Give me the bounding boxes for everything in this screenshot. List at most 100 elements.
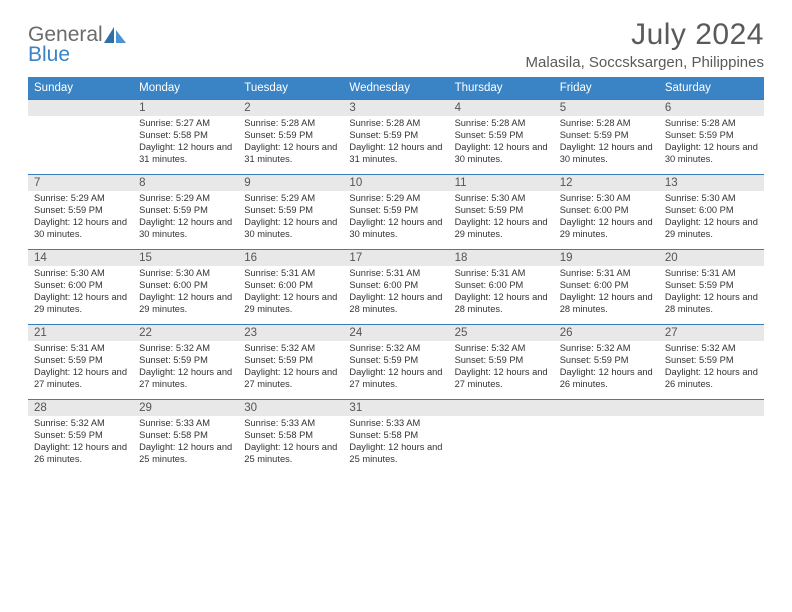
sunset-text: Sunset: 5:59 PM (349, 130, 442, 142)
daylight-text: Daylight: 12 hours and 25 minutes. (349, 442, 442, 466)
day-number: 20 (659, 250, 764, 266)
daylight-text: Daylight: 12 hours and 30 minutes. (139, 217, 232, 241)
day-number: 28 (28, 400, 133, 416)
dow-friday: Friday (554, 77, 659, 99)
day-cell: Sunrise: 5:29 AMSunset: 5:59 PMDaylight:… (343, 191, 448, 249)
sunset-text: Sunset: 6:00 PM (560, 205, 653, 217)
day-number: 4 (449, 100, 554, 116)
sunset-text: Sunset: 5:59 PM (455, 205, 548, 217)
sunrise-text: Sunrise: 5:31 AM (455, 268, 548, 280)
daylight-text: Daylight: 12 hours and 29 minutes. (34, 292, 127, 316)
sunrise-text: Sunrise: 5:32 AM (665, 343, 758, 355)
location-subtitle: Malasila, Soccsksargen, Philippines (526, 54, 764, 71)
day-number (554, 400, 659, 416)
day-cell: Sunrise: 5:30 AMSunset: 6:00 PMDaylight:… (28, 266, 133, 324)
day-cell: Sunrise: 5:30 AMSunset: 6:00 PMDaylight:… (554, 191, 659, 249)
daylight-text: Daylight: 12 hours and 28 minutes. (665, 292, 758, 316)
day-cell: Sunrise: 5:28 AMSunset: 5:59 PMDaylight:… (449, 116, 554, 174)
day-number: 12 (554, 175, 659, 191)
sunrise-text: Sunrise: 5:31 AM (560, 268, 653, 280)
day-number: 1 (133, 100, 238, 116)
daylight-text: Daylight: 12 hours and 29 minutes. (244, 292, 337, 316)
sunset-text: Sunset: 5:58 PM (349, 430, 442, 442)
daylight-text: Daylight: 12 hours and 27 minutes. (139, 367, 232, 391)
logo-word-blue: Blue (28, 44, 103, 65)
daylight-text: Daylight: 12 hours and 26 minutes. (560, 367, 653, 391)
daylight-text: Daylight: 12 hours and 27 minutes. (34, 367, 127, 391)
day-number: 5 (554, 100, 659, 116)
day-number: 17 (343, 250, 448, 266)
sunrise-text: Sunrise: 5:33 AM (244, 418, 337, 430)
sunset-text: Sunset: 5:59 PM (244, 205, 337, 217)
daylight-text: Daylight: 12 hours and 30 minutes. (349, 217, 442, 241)
day-number: 9 (238, 175, 343, 191)
sunset-text: Sunset: 5:59 PM (34, 355, 127, 367)
sunset-text: Sunset: 5:59 PM (139, 355, 232, 367)
day-number: 19 (554, 250, 659, 266)
sunrise-text: Sunrise: 5:31 AM (349, 268, 442, 280)
daylight-text: Daylight: 12 hours and 27 minutes. (349, 367, 442, 391)
sail-icon (103, 26, 127, 46)
week-daynum-band: 14151617181920 (28, 249, 764, 266)
week-daynum-band: 21222324252627 (28, 324, 764, 341)
day-number (28, 100, 133, 116)
sunrise-text: Sunrise: 5:27 AM (139, 118, 232, 130)
day-cell: Sunrise: 5:32 AMSunset: 5:59 PMDaylight:… (449, 341, 554, 399)
sunset-text: Sunset: 5:59 PM (665, 280, 758, 292)
sunrise-text: Sunrise: 5:32 AM (34, 418, 127, 430)
day-number: 2 (238, 100, 343, 116)
sunset-text: Sunset: 5:59 PM (665, 130, 758, 142)
sunrise-text: Sunrise: 5:28 AM (455, 118, 548, 130)
daylight-text: Daylight: 12 hours and 31 minutes. (139, 142, 232, 166)
daylight-text: Daylight: 12 hours and 28 minutes. (455, 292, 548, 316)
day-number: 23 (238, 325, 343, 341)
sunrise-text: Sunrise: 5:30 AM (455, 193, 548, 205)
day-number: 8 (133, 175, 238, 191)
sunset-text: Sunset: 5:59 PM (34, 205, 127, 217)
day-cell (659, 416, 764, 474)
day-cell: Sunrise: 5:32 AMSunset: 5:59 PMDaylight:… (343, 341, 448, 399)
day-number: 11 (449, 175, 554, 191)
day-cell: Sunrise: 5:32 AMSunset: 5:59 PMDaylight:… (554, 341, 659, 399)
week-daynum-band: 28293031 (28, 399, 764, 416)
day-number: 15 (133, 250, 238, 266)
sunset-text: Sunset: 5:59 PM (139, 205, 232, 217)
brand-logo: General Blue (28, 18, 127, 65)
daylight-text: Daylight: 12 hours and 25 minutes. (139, 442, 232, 466)
sunrise-text: Sunrise: 5:30 AM (560, 193, 653, 205)
day-number: 26 (554, 325, 659, 341)
daylight-text: Daylight: 12 hours and 25 minutes. (244, 442, 337, 466)
sunset-text: Sunset: 5:59 PM (665, 355, 758, 367)
daylight-text: Daylight: 12 hours and 28 minutes. (349, 292, 442, 316)
daylight-text: Daylight: 12 hours and 29 minutes. (560, 217, 653, 241)
dow-monday: Monday (133, 77, 238, 99)
day-cell: Sunrise: 5:30 AMSunset: 6:00 PMDaylight:… (659, 191, 764, 249)
sunset-text: Sunset: 5:59 PM (244, 130, 337, 142)
sunrise-text: Sunrise: 5:30 AM (139, 268, 232, 280)
daylight-text: Daylight: 12 hours and 31 minutes. (244, 142, 337, 166)
sunrise-text: Sunrise: 5:28 AM (665, 118, 758, 130)
sunset-text: Sunset: 6:00 PM (455, 280, 548, 292)
day-number: 3 (343, 100, 448, 116)
sunrise-text: Sunrise: 5:33 AM (349, 418, 442, 430)
day-cell: Sunrise: 5:32 AMSunset: 5:59 PMDaylight:… (238, 341, 343, 399)
sunset-text: Sunset: 5:59 PM (349, 205, 442, 217)
day-number: 14 (28, 250, 133, 266)
sunrise-text: Sunrise: 5:32 AM (349, 343, 442, 355)
calendar-grid: Sunday Monday Tuesday Wednesday Thursday… (28, 77, 764, 474)
sunset-text: Sunset: 5:58 PM (244, 430, 337, 442)
day-number: 24 (343, 325, 448, 341)
sunset-text: Sunset: 5:59 PM (349, 355, 442, 367)
daylight-text: Daylight: 12 hours and 30 minutes. (455, 142, 548, 166)
sunset-text: Sunset: 5:59 PM (244, 355, 337, 367)
day-cell: Sunrise: 5:31 AMSunset: 6:00 PMDaylight:… (449, 266, 554, 324)
daylight-text: Daylight: 12 hours and 26 minutes. (665, 367, 758, 391)
day-cell: Sunrise: 5:28 AMSunset: 5:59 PMDaylight:… (659, 116, 764, 174)
dow-saturday: Saturday (659, 77, 764, 99)
daylight-text: Daylight: 12 hours and 27 minutes. (455, 367, 548, 391)
sunset-text: Sunset: 6:00 PM (244, 280, 337, 292)
daylight-text: Daylight: 12 hours and 30 minutes. (34, 217, 127, 241)
daylight-text: Daylight: 12 hours and 29 minutes. (455, 217, 548, 241)
sunrise-text: Sunrise: 5:28 AM (560, 118, 653, 130)
sunrise-text: Sunrise: 5:31 AM (665, 268, 758, 280)
